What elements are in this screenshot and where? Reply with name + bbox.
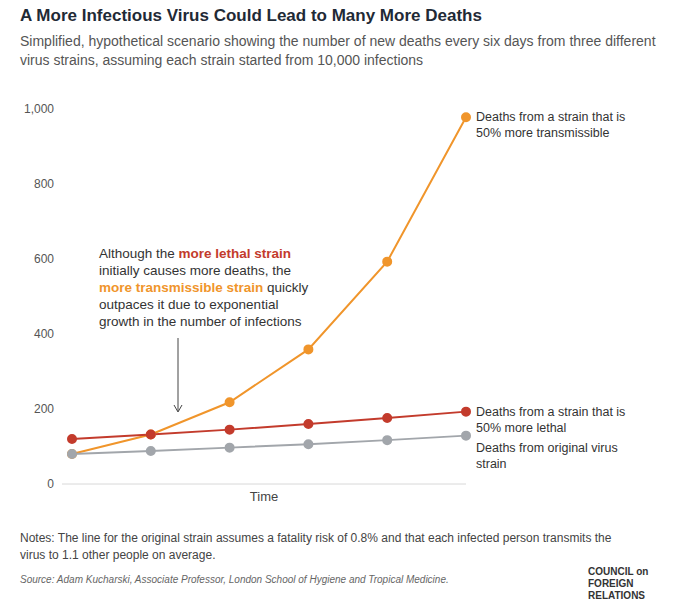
html-text:COUNCIL on: COUNCIL on	[588, 566, 649, 577]
svg-text:200: 200	[34, 402, 54, 416]
html-text:Notes: The line for the origin: Notes: The line for the original strain …	[20, 531, 612, 562]
html-text:initially causes more deaths,: initially causes more deaths, the	[99, 263, 292, 278]
svg-text:Deaths from a strain that is50: Deaths from a strain that is50% more tra…	[476, 110, 625, 140]
html-text:Source: Adam Kucharski, Associ: Source: Adam Kucharski, Associate Profes…	[20, 574, 449, 585]
html-text:Although the more lethal strai: Although the more lethal strain	[99, 246, 292, 261]
html-text:A More Infectious Virus Could: A More Infectious Virus Could Lead to Ma…	[20, 6, 482, 25]
svg-text:800: 800	[34, 177, 54, 191]
html-text:FOREIGN: FOREIGN	[588, 578, 634, 589]
svg-text:Deaths from original virusstra: Deaths from original virusstrain	[476, 441, 618, 471]
svg-text:Time: Time	[250, 489, 278, 504]
svg-text:Deaths from a strain that is50: Deaths from a strain that is50% more let…	[476, 405, 625, 435]
svg-text:600: 600	[34, 252, 54, 266]
html-text:more transmissible strain quic: more transmissible strain quickly outpac…	[99, 280, 309, 329]
html-text:RELATIONS: RELATIONS	[588, 590, 645, 601]
svg-text:400: 400	[34, 327, 54, 341]
svg-text:0: 0	[47, 477, 54, 491]
html-text:Simplified, hypothetical scena: Simplified, hypothetical scenario showin…	[20, 33, 656, 68]
svg-text:1,000: 1,000	[24, 102, 54, 116]
